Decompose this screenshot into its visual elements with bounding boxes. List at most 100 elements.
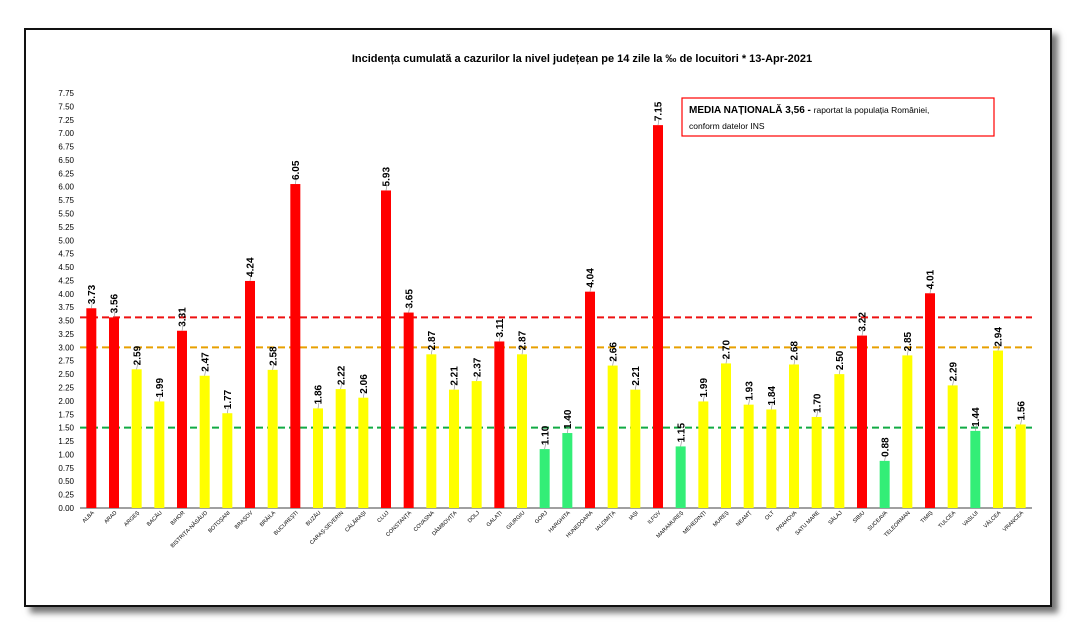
- y-tick-label: 1.50: [58, 424, 74, 433]
- label-leader: [1020, 418, 1022, 425]
- y-tick-label: 4.00: [58, 290, 74, 299]
- label-leader: [861, 329, 864, 336]
- label-leader: [181, 324, 184, 331]
- data-label: 3.73: [87, 284, 98, 304]
- label-leader: [408, 306, 410, 313]
- bar: [970, 430, 981, 508]
- x-tick-label: BUZĂU: [304, 509, 322, 527]
- x-tick-label: BRĂILA: [258, 509, 277, 528]
- data-label: 2.85: [903, 331, 914, 351]
- y-tick-label: 1.75: [58, 410, 74, 419]
- bar: [245, 280, 255, 508]
- x-tick-label: OLT: [764, 510, 776, 522]
- x-tick-label: HARGHITA: [548, 510, 572, 534]
- y-tick-label: 3.75: [58, 303, 74, 312]
- y-tick-label: 5.25: [58, 223, 74, 232]
- data-label: 1.86: [314, 384, 325, 404]
- x-tick-label: VASLUI: [962, 510, 980, 528]
- data-label: 4.24: [246, 257, 257, 277]
- data-label: 2.87: [518, 330, 529, 350]
- x-tick-label: TULCEA: [937, 510, 957, 530]
- label-leader: [589, 285, 592, 292]
- label-leader: [363, 391, 365, 398]
- data-labels: 3.73 3.56 2.59 1.99 3.31 2.47 1.77 4.24 2.58 6.05…: [87, 101, 1027, 461]
- data-label: 2.70: [722, 340, 733, 360]
- y-tick-label: 6.50: [58, 156, 74, 165]
- y-tick-label: 7.00: [58, 129, 74, 138]
- data-label: 2.59: [132, 345, 143, 365]
- bar: [879, 460, 890, 508]
- bar: [177, 330, 187, 508]
- y-tick-label: 1.00: [58, 450, 74, 459]
- bar: [766, 409, 777, 508]
- bar: [675, 446, 686, 508]
- bar: [86, 308, 97, 508]
- y-tick-label: 2.75: [58, 357, 74, 366]
- y-tick-label: 7.50: [58, 102, 74, 111]
- data-label: 2.29: [948, 361, 959, 381]
- x-tick-label: TIMIȘ: [920, 510, 935, 525]
- x-tick-label: MUREȘ: [712, 510, 731, 529]
- data-label: 2.21: [450, 366, 461, 386]
- data-label: 1.15: [676, 423, 687, 443]
- reference-lines: [80, 316, 1032, 429]
- data-label: 1.77: [223, 389, 234, 409]
- data-label: 2.87: [427, 330, 438, 350]
- label-leader: [952, 379, 954, 386]
- label-leader: [907, 349, 909, 356]
- data-label: 1.44: [971, 407, 982, 427]
- x-tick-label: CĂLĂRAȘI: [344, 509, 369, 534]
- annotation-bold: MEDIA NAȚIONALĂ 3,56 -: [689, 103, 814, 116]
- y-tick-label: 0.50: [58, 477, 74, 486]
- label-leader: [771, 403, 773, 410]
- label-leader: [929, 287, 932, 294]
- chart-title: Incidența cumulată a cazurilor la nivel …: [352, 53, 812, 65]
- x-tick-label: BRAȘOV: [234, 510, 255, 531]
- label-leader: [113, 311, 116, 318]
- data-label: 2.06: [359, 374, 370, 394]
- data-label: 3.65: [404, 289, 415, 309]
- y-tick-label: 6.75: [58, 143, 74, 152]
- x-tick-label: PRAHOVA: [775, 510, 798, 533]
- label-leader: [635, 383, 637, 390]
- bar: [1015, 424, 1026, 508]
- x-tick-label: SIBIU: [852, 510, 866, 524]
- bar: [154, 401, 165, 508]
- x-tick-label: VÂLCEA: [982, 509, 1003, 530]
- bar: [947, 385, 958, 508]
- label-leader: [703, 395, 705, 402]
- bar: [403, 312, 414, 508]
- bar: [630, 389, 641, 508]
- y-tick-label: 5.50: [58, 209, 74, 218]
- x-tick-label: ILFOV: [647, 510, 663, 526]
- label-leader: [431, 348, 433, 355]
- data-label: 2.58: [268, 346, 279, 366]
- data-label: 4.04: [586, 268, 597, 288]
- data-label: 1.56: [1016, 401, 1027, 421]
- y-axis: 0.00 0.25 0.50 0.75 1.00 1.25 1.50 1.75 2.00 2.25…: [58, 89, 1032, 513]
- annotation-text-1: raportat la populația României,: [814, 105, 930, 115]
- bar: [131, 369, 142, 508]
- y-tick-label: 3.25: [58, 330, 74, 339]
- bar: [539, 449, 550, 508]
- data-label: 2.21: [631, 366, 642, 386]
- label-leader: [385, 184, 388, 191]
- y-tick-label: 2.25: [58, 384, 74, 393]
- x-tick-label: BISTRIȚA-NĂSĂUD: [169, 509, 209, 549]
- label-leader: [272, 363, 274, 370]
- bar: [517, 354, 527, 508]
- label-leader: [793, 358, 796, 365]
- label-leader: [295, 177, 297, 185]
- label-leader: [499, 335, 501, 342]
- annotation-line-2: conform datelor INS: [689, 121, 765, 131]
- bar: [562, 433, 573, 508]
- annotation-line-1: MEDIA NAȚIONALĂ 3,56 - raportat la popul…: [689, 103, 929, 116]
- bar: [993, 350, 1003, 508]
- bar: [925, 293, 935, 508]
- label-leader: [340, 383, 342, 390]
- bar: [199, 375, 210, 508]
- x-tick-label: GORJ: [534, 510, 549, 525]
- x-axis: ALBA ARAD ARGEȘ BACĂU BIHORBISTRIȚA-NĂSĂUDBO…: [82, 509, 1026, 549]
- y-tick-label: 7.25: [58, 116, 74, 125]
